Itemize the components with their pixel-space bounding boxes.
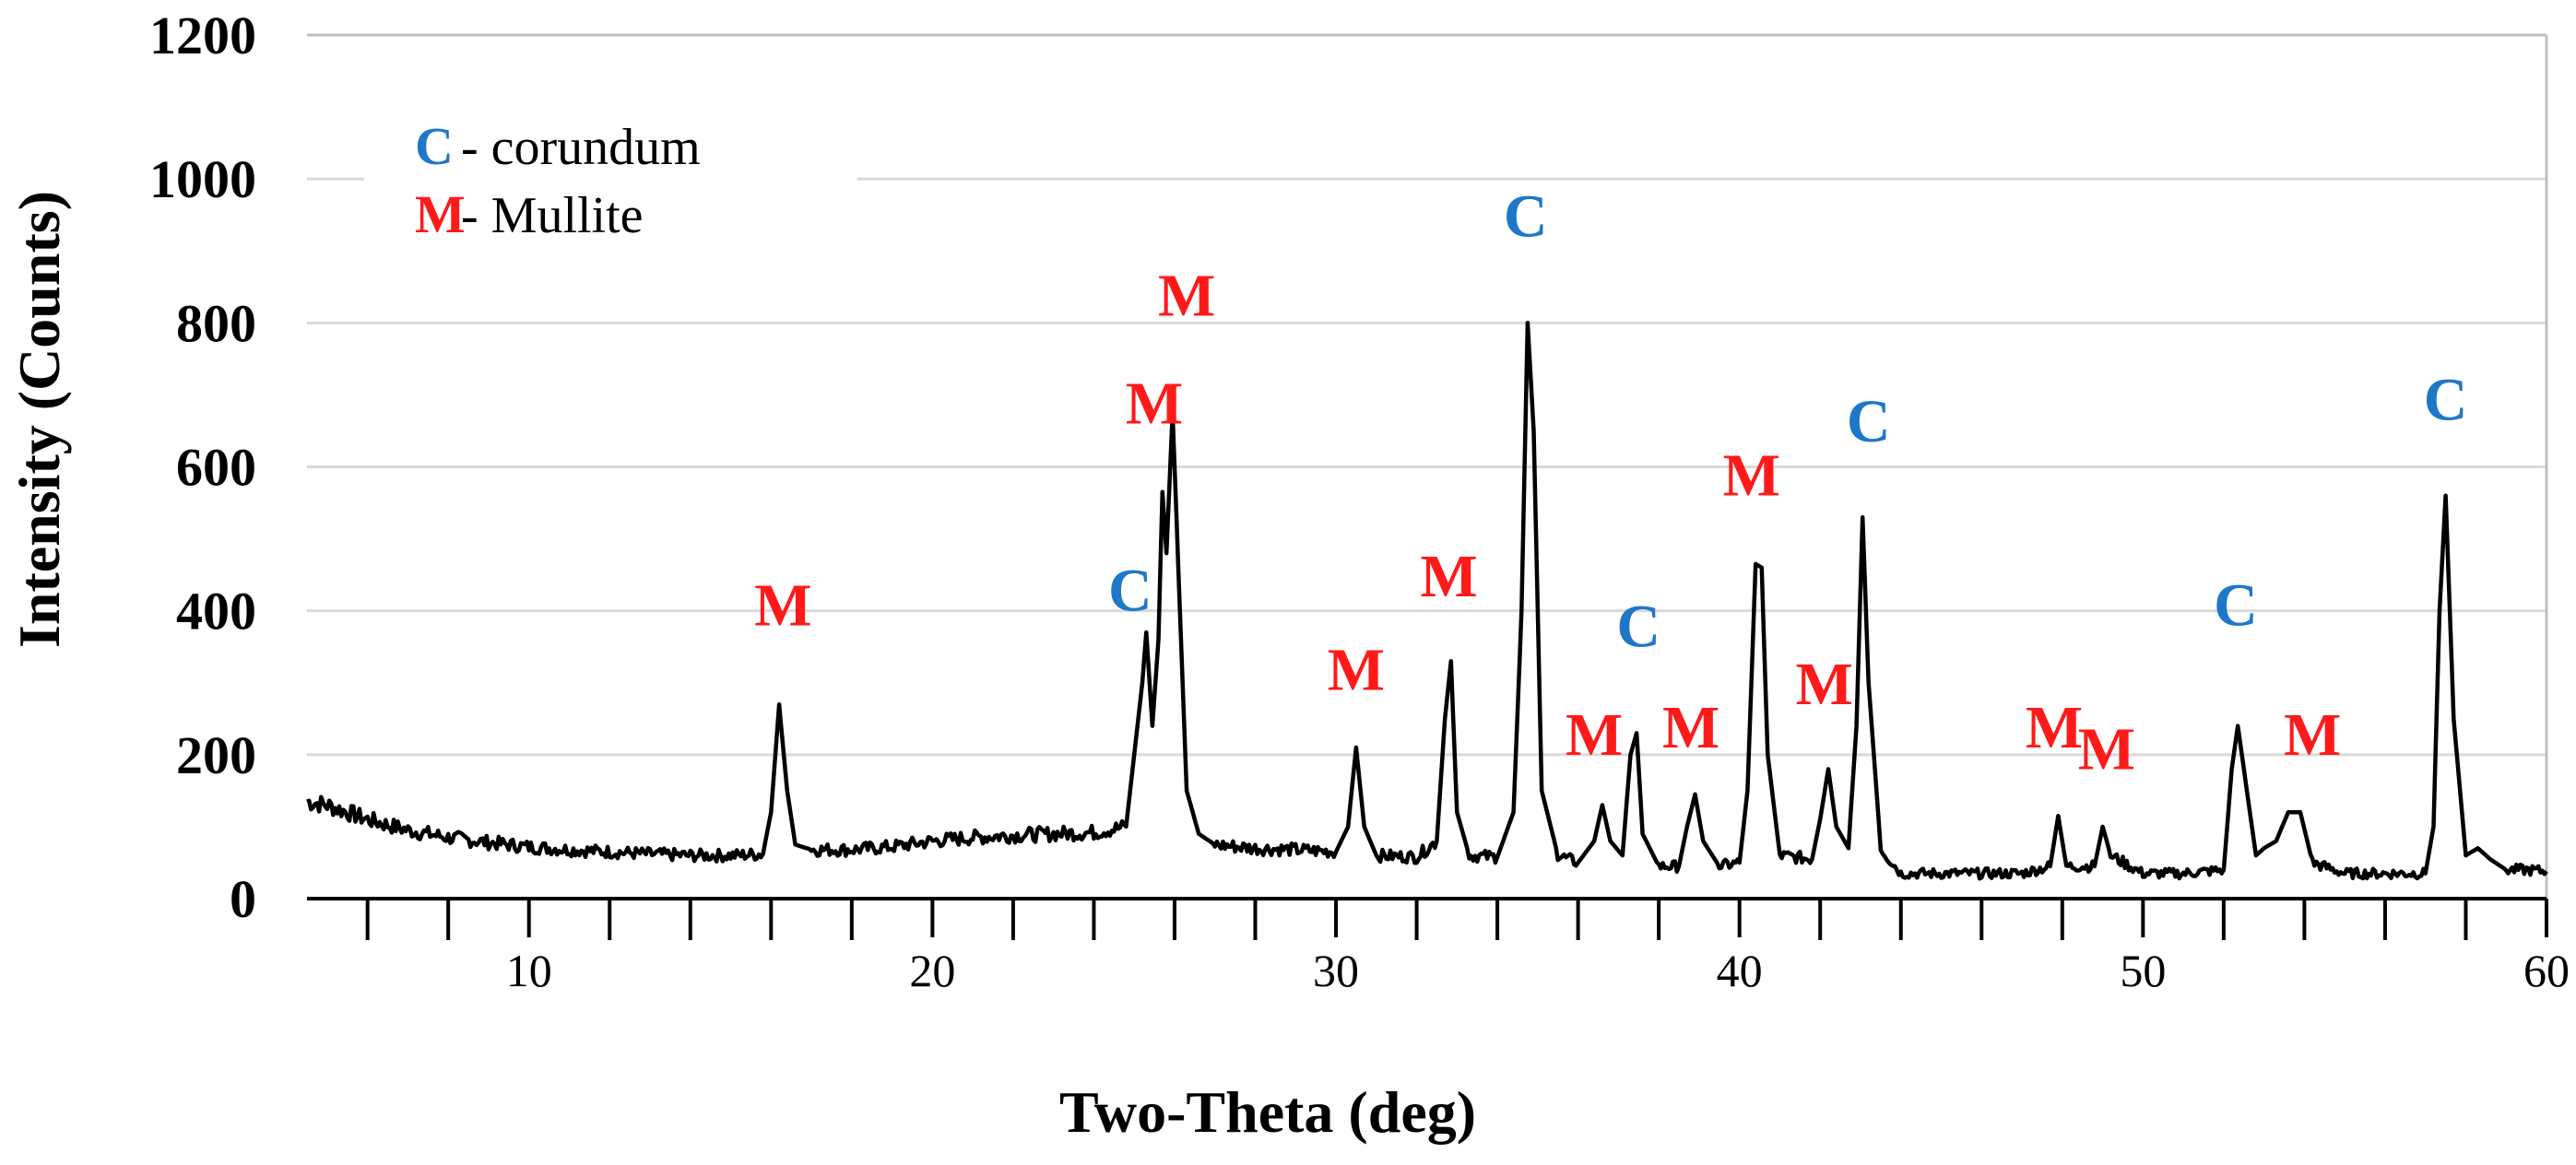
peak-label-mullite-5: M [1420, 543, 1477, 610]
peak-label-corundum-15: C [2214, 571, 2258, 639]
peak-label-corundum-8: C [1616, 594, 1660, 661]
peak-label-corundum-6: C [1504, 183, 1548, 251]
peak-label-corundum-12: C [1847, 388, 1891, 455]
legend-label-mullite: - Mullite [461, 187, 644, 244]
legend-label-corundum: - corundum [461, 119, 701, 176]
series-line-0 [305, 321, 2548, 881]
plot-frame [307, 33, 2548, 899]
y-tick-label-200: 200 [176, 725, 256, 785]
peak-label-mullite-2: M [1126, 371, 1183, 438]
peak-label-corundum-17: C [2424, 367, 2468, 434]
y-tick-label-800: 800 [176, 293, 256, 353]
legend-symbol-mullite: M [415, 184, 466, 244]
y-tick-label-600: 600 [176, 438, 256, 498]
peak-label-mullite-4: M [1328, 637, 1385, 704]
peak-label-mullite-10: M [1723, 442, 1780, 510]
peak-label-mullite-14: M [2078, 715, 2135, 783]
peak-label-corundum-1: C [1108, 558, 1152, 625]
y-tick-label-1000: 1000 [149, 149, 256, 209]
y-axis-title: Intensity (Counts) [6, 191, 72, 648]
x-tick-label-30: 30 [1313, 945, 1359, 996]
series [305, 321, 2548, 881]
peak-label-mullite-7: M [1566, 701, 1623, 769]
x-tick-label-10: 10 [506, 945, 552, 996]
y-tick-label-0: 0 [230, 869, 256, 929]
peak-label-mullite-9: M [1662, 694, 1719, 761]
x-axis-title: Two-Theta (deg) [1059, 1079, 1476, 1145]
legend: C - corundum M - Mullite [364, 111, 857, 267]
legend-background [364, 111, 857, 267]
x-tick-label-40: 40 [1717, 945, 1763, 996]
x-tick-label-50: 50 [2120, 945, 2166, 996]
peak-label-mullite-3: M [1158, 263, 1215, 330]
x-axis: 10 20 30 40 50 60 [307, 897, 2570, 996]
y-tick-label-400: 400 [176, 582, 256, 641]
y-tick-label-1200: 1200 [149, 6, 256, 65]
peak-label-mullite-13: M [2026, 694, 2083, 761]
legend-symbol-corundum: C [415, 116, 454, 176]
peak-label-mullite-0: M [754, 571, 811, 639]
peak-label-mullite-11: M [1795, 651, 1852, 718]
y-axis: 0 200 400 600 800 1000 1200 [149, 6, 256, 929]
peak-label-mullite-16: M [2284, 701, 2341, 769]
x-tick-label-60: 60 [2523, 945, 2570, 996]
x-tick-label-20: 20 [909, 945, 955, 996]
